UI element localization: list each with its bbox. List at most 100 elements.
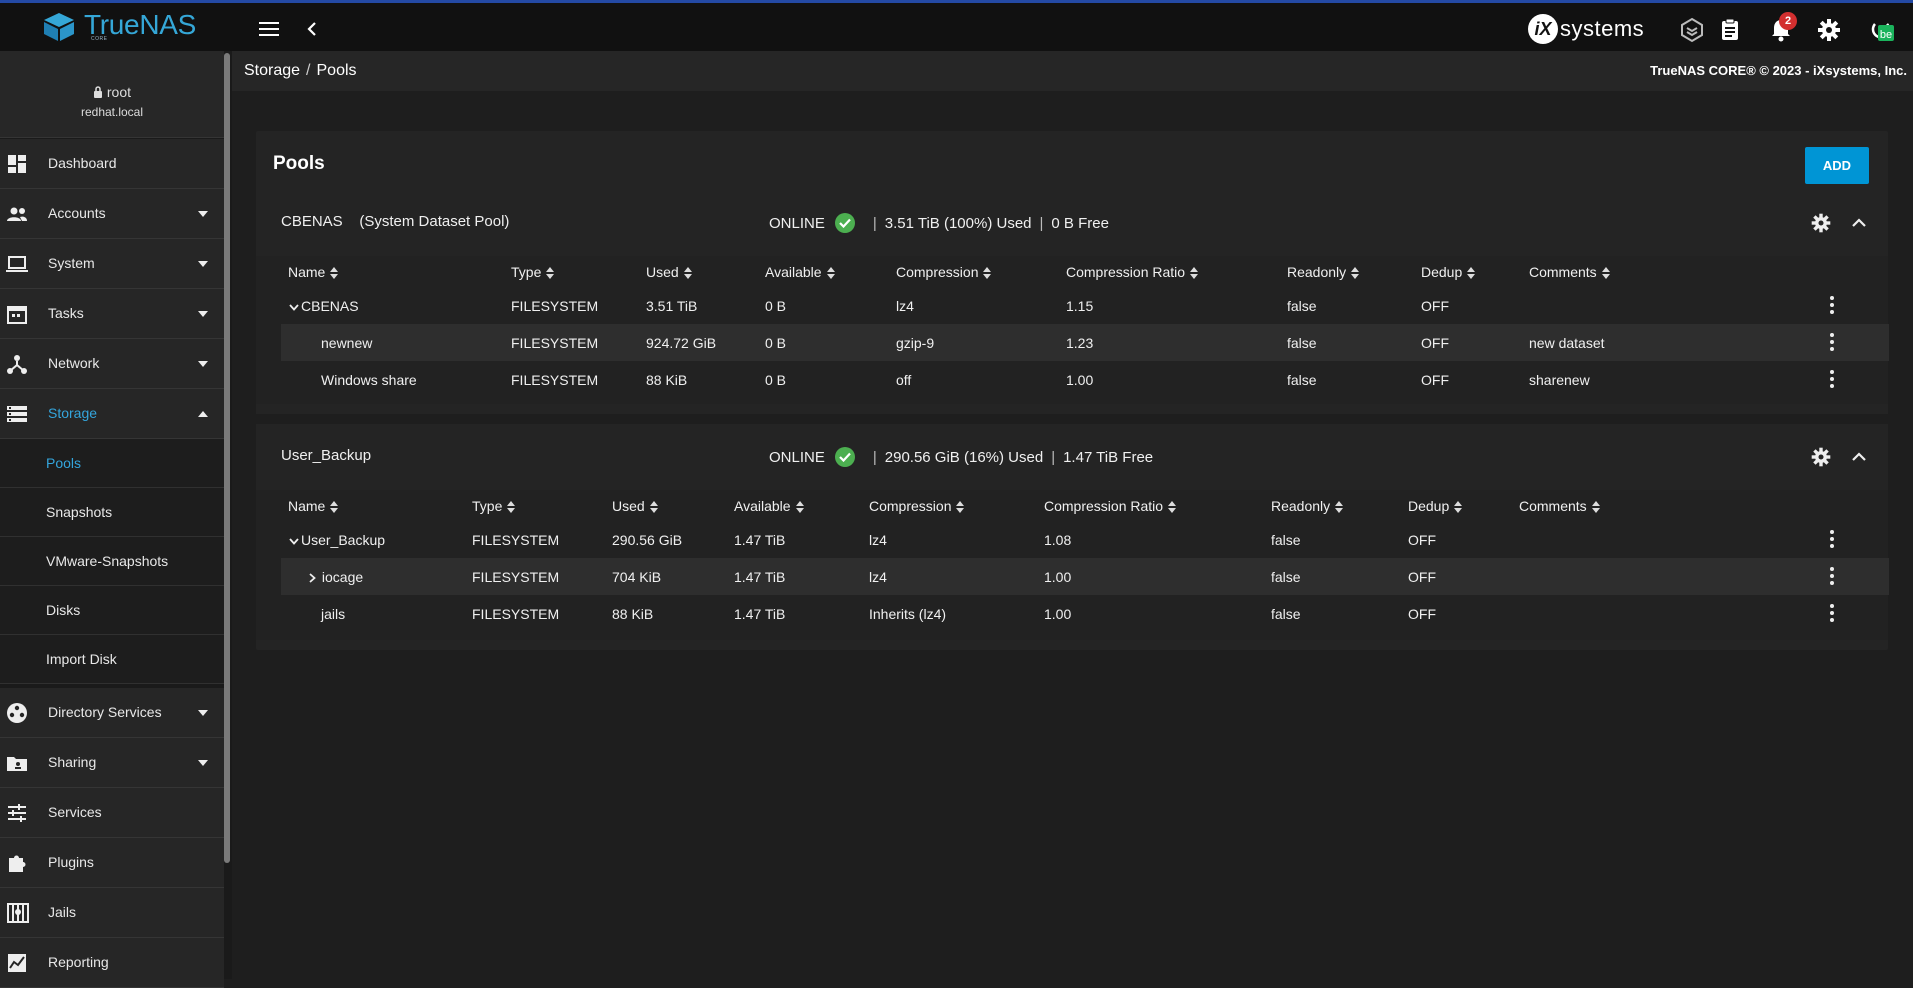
truenas-logo[interactable]: TrueNAS [40,11,196,43]
chevron-left-icon[interactable] [302,19,322,39]
copyright-text: TrueNAS CORE® © 2023 - iXsystems, Inc. [1650,63,1907,78]
chevron-down-icon[interactable] [289,304,299,311]
more-vert-icon[interactable] [1827,603,1837,623]
sidebar-item-sharing[interactable]: Sharing [0,738,224,788]
task-manager-clipboard-icon[interactable] [1717,17,1743,43]
column-header-compression-ratio[interactable]: Compression Ratio [1066,256,1199,288]
cell-compression-ratio: 1.23 [1066,335,1094,351]
sidebar-item-services[interactable]: Services [0,788,224,838]
ixsystems-logo[interactable]: iX systems [1528,12,1644,46]
sort-icon [1190,267,1199,280]
sort-icon [983,267,992,280]
cell-name: iocage [309,569,363,585]
pool-status: ONLINE | 3.51 TiB (100%) Used | 0 B Free [769,213,1109,233]
column-header-compression[interactable]: Compression [869,490,965,522]
column-header-available[interactable]: Available [734,490,804,522]
breadcrumb-separator: / [306,62,311,79]
column-header-dedup[interactable]: Dedup [1421,256,1476,288]
network-icon [7,355,27,374]
chevron-down-icon[interactable] [289,538,299,545]
sidebar-subitem-pools[interactable]: Pools [0,439,224,488]
sidebar-item-accounts[interactable]: Accounts [0,189,224,239]
column-header-compression[interactable]: Compression [896,256,992,288]
user-info: root redhat.local [0,51,224,138]
column-header-readonly[interactable]: Readonly [1287,256,1360,288]
column-header-label: Used [646,264,679,280]
column-header-used[interactable]: Used [646,256,692,288]
sidebar-item-jails[interactable]: Jails [0,888,224,938]
table-row[interactable]: User_Backup FILESYSTEM 290.56 GiB 1.47 T… [281,521,1889,558]
table-row[interactable]: jails FILESYSTEM 88 KiB 1.47 TiB Inherit… [281,595,1889,632]
dashboard-icon [8,155,26,173]
pool-settings-gear-icon[interactable] [1810,212,1832,234]
pool-tag: (System Dataset Pool) [359,213,510,230]
cell-used: 88 KiB [612,606,654,622]
sidebar-subitem-snapshots[interactable]: Snapshots [0,488,224,537]
add-pool-button[interactable]: ADD [1805,147,1869,184]
truecommand-icon[interactable] [1679,17,1705,43]
pool-name: User_Backup [281,447,371,464]
more-vert-icon[interactable] [1827,566,1837,586]
more-vert-icon[interactable] [1827,332,1837,352]
pool-used: 3.51 TiB (100%) Used [884,214,1032,232]
sidebar-item-network[interactable]: Network [0,339,224,389]
more-vert-icon[interactable] [1827,295,1837,315]
column-header-type[interactable]: Type [511,256,555,288]
sidebar-item-system[interactable]: System [0,239,224,289]
sidebar-item-reporting[interactable]: Reporting [0,938,224,988]
chevron-up-icon[interactable] [1852,452,1866,461]
sidebar-item-dashboard[interactable]: Dashboard [0,139,224,189]
cell-available: 1.47 TiB [734,532,786,548]
gear-icon[interactable] [1816,17,1842,43]
column-header-comments[interactable]: Comments [1519,490,1600,522]
column-header-name[interactable]: Name [288,490,339,522]
sidebar-subitem-vmware-snapshots[interactable]: VMware-Snapshots [0,537,224,586]
table-row[interactable]: newnew FILESYSTEM 924.72 GiB 0 B gzip-9 … [281,324,1889,361]
more-vert-icon[interactable] [1827,369,1837,389]
column-header-label: Available [734,498,791,514]
caret-down-icon [198,760,208,766]
power-icon[interactable]: be [1868,17,1894,43]
cell-readonly: false [1287,372,1317,388]
table-row[interactable]: Windows share FILESYSTEM 88 KiB 0 B off … [281,361,1889,398]
directory-icon [7,703,27,723]
hamburger-menu-icon[interactable] [257,19,281,39]
check-circle-icon [834,213,855,233]
sort-icon [507,501,516,514]
column-header-label: Type [472,498,503,514]
sidebar-subitem-label: Disks [46,602,81,618]
pool-status: ONLINE | 290.56 GiB (16%) Used | 1.47 Ti… [769,447,1153,467]
column-header-dedup[interactable]: Dedup [1408,490,1463,522]
column-header-comments[interactable]: Comments [1529,256,1610,288]
column-header-name[interactable]: Name [288,256,339,288]
sidebar-item-directory-services[interactable]: Directory Services [0,688,224,738]
sidebar-item-plugins[interactable]: Plugins [0,838,224,888]
pool-settings-gear-icon[interactable] [1810,446,1832,468]
column-header-available[interactable]: Available [765,256,835,288]
pool-header-cbenas: CBENAS (System Dataset Pool) ONLINE | 3.… [256,192,1888,248]
chevron-up-icon[interactable] [1852,218,1866,227]
more-vert-icon[interactable] [1827,529,1837,549]
cell-dedup: OFF [1408,532,1436,548]
table-row[interactable]: iocage FILESYSTEM 704 KiB 1.47 TiB lz4 1… [281,558,1889,595]
sidebar-scrollbar[interactable] [224,53,230,863]
table-row[interactable]: CBENAS FILESYSTEM 3.51 TiB 0 B lz4 1.15 … [281,287,1889,324]
column-header-readonly[interactable]: Readonly [1271,490,1344,522]
column-header-compression-ratio[interactable]: Compression Ratio [1044,490,1177,522]
chevron-right-icon[interactable] [309,573,316,583]
column-header-used[interactable]: Used [612,490,658,522]
sidebar-item-label: Plugins [48,854,94,870]
sidebar-subitem-import-disk[interactable]: Import Disk [0,635,224,684]
top-toolbar: TrueNAS CORE iX systems 2 be [0,3,1913,51]
sidebar-subitem-disks[interactable]: Disks [0,586,224,635]
column-header-type[interactable]: Type [472,490,516,522]
sidebar-item-storage[interactable]: Storage [0,389,224,439]
column-header-label: Name [288,264,326,280]
breadcrumb-storage[interactable]: Storage [244,62,301,79]
cell-compression-ratio: 1.15 [1066,298,1094,314]
extension-icon [9,855,26,872]
cell-compression-ratio: 1.00 [1066,372,1094,388]
cell-type: FILESYSTEM [472,569,560,585]
laptop-icon [6,256,28,272]
sidebar-item-tasks[interactable]: Tasks [0,289,224,339]
